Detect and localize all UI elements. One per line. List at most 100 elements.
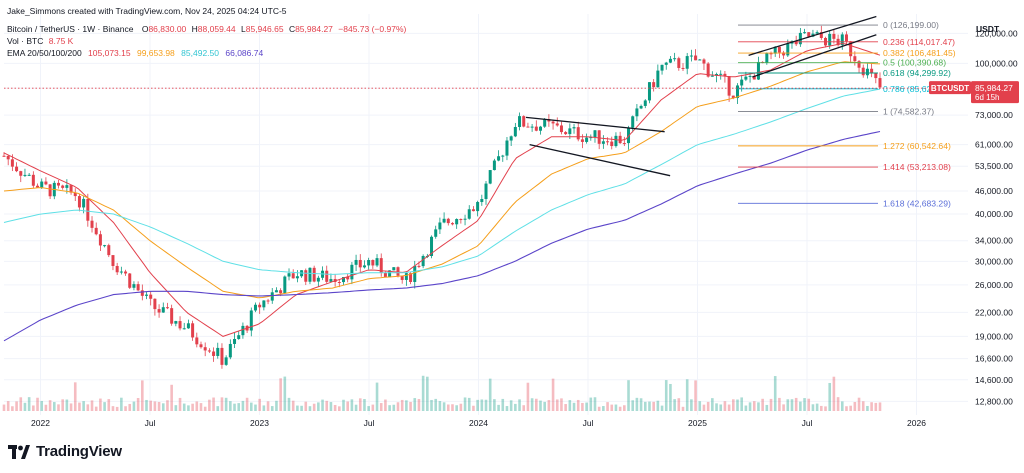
candle-body[interactable]: [593, 130, 597, 138]
trend-channel-line[interactable]: [748, 15, 877, 56]
candle-body[interactable]: [497, 156, 501, 161]
candle-body[interactable]: [530, 126, 534, 128]
candle-body[interactable]: [136, 284, 140, 291]
candle-body[interactable]: [212, 351, 216, 356]
candle-body[interactable]: [450, 223, 454, 225]
candle-body[interactable]: [694, 55, 698, 61]
candle-body[interactable]: [367, 260, 371, 266]
candle-body[interactable]: [673, 58, 677, 60]
candle-body[interactable]: [735, 85, 739, 99]
candle-body[interactable]: [484, 183, 488, 199]
candle-body[interactable]: [840, 34, 844, 46]
candle-body[interactable]: [23, 174, 27, 176]
candle-body[interactable]: [325, 270, 329, 282]
candle-body[interactable]: [698, 59, 702, 61]
candle-body[interactable]: [94, 227, 98, 235]
candle-body[interactable]: [249, 310, 253, 331]
candle-body[interactable]: [752, 75, 756, 80]
candle-body[interactable]: [534, 126, 538, 131]
candle-body[interactable]: [861, 67, 865, 76]
candle-body[interactable]: [165, 307, 169, 309]
candle-body[interactable]: [798, 32, 802, 45]
candle-body[interactable]: [744, 76, 748, 80]
candle-body[interactable]: [807, 32, 811, 37]
candle-body[interactable]: [513, 126, 517, 137]
candle-body[interactable]: [719, 73, 723, 75]
candle-body[interactable]: [15, 166, 19, 172]
candle-body[interactable]: [383, 272, 387, 278]
candle-body[interactable]: [765, 53, 769, 63]
candle-body[interactable]: [756, 61, 760, 80]
candle-body[interactable]: [660, 64, 664, 71]
candle-body[interactable]: [677, 58, 681, 68]
candle-body[interactable]: [36, 185, 40, 188]
candle-body[interactable]: [455, 219, 459, 225]
candle-body[interactable]: [731, 95, 735, 99]
ema-line-ema-100[interactable]: [3, 88, 881, 275]
candle-body[interactable]: [773, 46, 777, 54]
candle-body[interactable]: [371, 260, 375, 266]
candle-body[interactable]: [551, 121, 555, 124]
candle-body[interactable]: [639, 105, 643, 109]
candle-body[interactable]: [119, 271, 123, 273]
candle-body[interactable]: [6, 155, 10, 160]
candle-body[interactable]: [228, 343, 232, 358]
candle-body[interactable]: [635, 108, 639, 117]
candle-body[interactable]: [618, 135, 622, 144]
candle-body[interactable]: [505, 140, 509, 156]
volume-legend[interactable]: Vol · BTC 8.75 K: [7, 36, 73, 46]
candle-body[interactable]: [2, 155, 6, 157]
candle-body[interactable]: [182, 328, 186, 330]
candle-body[interactable]: [375, 258, 379, 266]
candle-body[interactable]: [329, 279, 333, 282]
candle-body[interactable]: [467, 209, 471, 219]
candle-body[interactable]: [681, 67, 685, 69]
candle-body[interactable]: [56, 182, 60, 186]
candle-body[interactable]: [283, 276, 287, 294]
candle-body[interactable]: [207, 350, 211, 352]
candle-body[interactable]: [19, 171, 23, 176]
candle-body[interactable]: [77, 196, 81, 208]
candle-body[interactable]: [870, 68, 874, 74]
candle-body[interactable]: [740, 79, 744, 86]
candle-body[interactable]: [170, 308, 174, 324]
candle-body[interactable]: [471, 209, 475, 212]
candle-body[interactable]: [585, 137, 589, 142]
candle-body[interactable]: [132, 284, 136, 288]
candle-body[interactable]: [421, 255, 425, 267]
candle-body[interactable]: [664, 62, 668, 65]
candle-body[interactable]: [526, 126, 530, 128]
candle-body[interactable]: [195, 337, 199, 345]
candle-body[interactable]: [111, 255, 115, 266]
candle-body[interactable]: [400, 275, 404, 280]
candle-body[interactable]: [610, 141, 614, 147]
candle-body[interactable]: [509, 136, 513, 141]
candle-body[interactable]: [291, 273, 295, 279]
candle-body[interactable]: [86, 198, 90, 221]
candle-body[interactable]: [874, 73, 878, 79]
candle-body[interactable]: [518, 116, 522, 127]
candle-body[interactable]: [589, 137, 593, 139]
candle-body[interactable]: [98, 234, 102, 246]
candle-body[interactable]: [828, 33, 832, 46]
candle-body[interactable]: [794, 40, 798, 45]
candle-body[interactable]: [10, 159, 14, 167]
candle-body[interactable]: [430, 236, 434, 256]
candle-body[interactable]: [878, 78, 882, 88]
candle-body[interactable]: [388, 270, 392, 278]
candle-body[interactable]: [409, 273, 413, 282]
candle-body[interactable]: [140, 290, 144, 296]
ema-line-ema-20[interactable]: [3, 43, 881, 337]
candle-body[interactable]: [103, 245, 107, 247]
candle-body[interactable]: [643, 100, 647, 106]
candle-body[interactable]: [601, 141, 605, 144]
ema-line-ema-200[interactable]: [3, 130, 881, 342]
candle-body[interactable]: [61, 185, 65, 188]
candle-body[interactable]: [224, 357, 228, 365]
candle-body[interactable]: [723, 73, 727, 77]
candle-body[interactable]: [191, 323, 195, 338]
candle-body[interactable]: [241, 325, 245, 336]
candle-body[interactable]: [501, 155, 505, 157]
candle-body[interactable]: [295, 276, 299, 279]
